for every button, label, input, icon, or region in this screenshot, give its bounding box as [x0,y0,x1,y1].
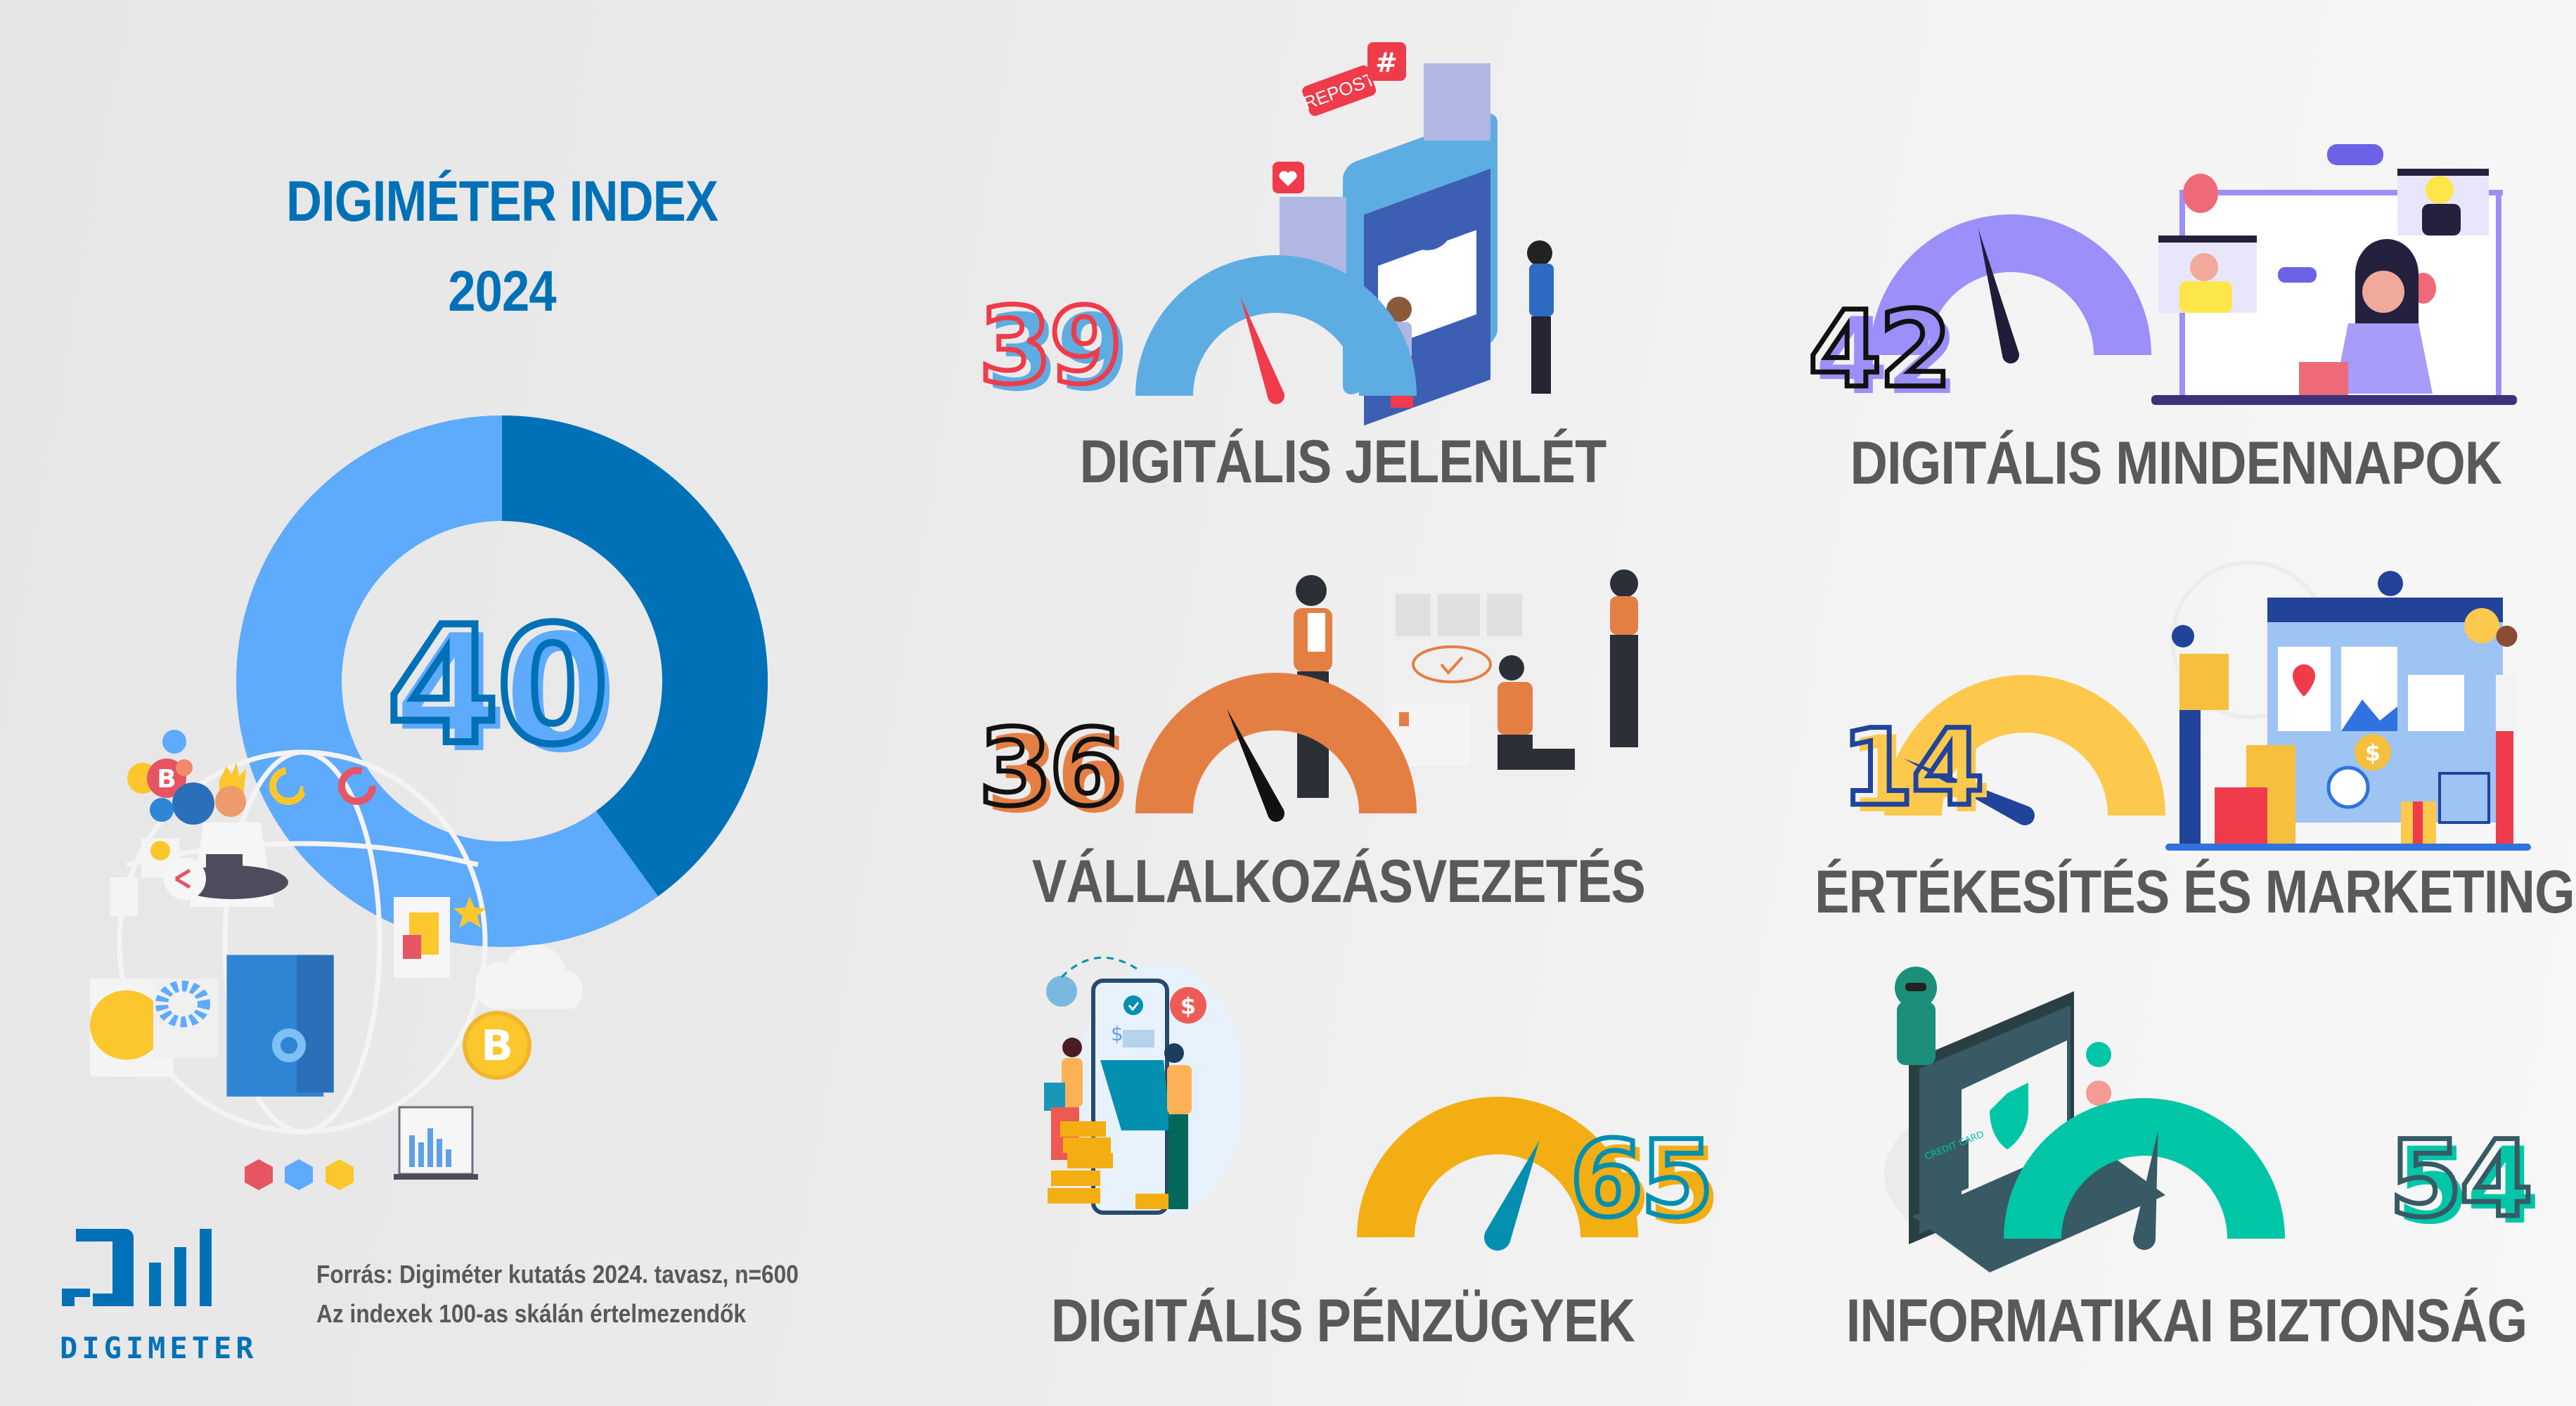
star-icon [453,896,487,928]
gauge-informatikai-biztonsag [2004,1098,2285,1250]
gauge-arc [1135,673,1417,813]
svg-text:$: $ [1111,1022,1123,1045]
digimeter-logo-text: DIGIMETER [60,1331,258,1365]
svg-text:$: $ [1180,993,1196,1019]
warning-icon [2086,1042,2111,1067]
value-digitalis-jelenlet: 39 39 [977,285,1130,415]
page-title: DIGIMÉTER INDEX [285,169,719,233]
value-digitalis-mindennapok: 42 42 [1806,289,1959,418]
category-ertekesites-es-marketing: $ 14 14 ÉRTÉKESÍTÉS ÉS MARKETING [1793,560,2576,984]
gauge-digitalis-penzugyek [1357,1097,1638,1251]
gauge-needle-icon [1484,1140,1540,1251]
heart-icon [1279,171,1297,186]
value-digitalis-penzugyek: 65 65 [1568,1118,1721,1248]
category-digitalis-jelenlet: REPOST # 39 39 DIGITÁLIS JELENLÉT [970,21,1673,513]
gauge-arc [1870,214,2151,355]
gauge-needle-icon [2133,1130,2158,1250]
gauge-arc [1135,255,1417,396]
label-ertekesites-es-marketing: ÉRTÉKESÍTÉS ÉS MARKETING [1815,858,2575,926]
gauge-vallalkozasvezetes [1135,673,1417,822]
svg-text:B: B [157,765,176,794]
video-call-illustration [2151,144,2517,405]
label-informatikai-biztonsag: INFORMATIKAI BIZTONSÁG [1846,1287,2527,1355]
gauge-arc [1357,1097,1638,1237]
check-badge-icon [1123,995,1143,1015]
bitcoin-coin-icon [463,1011,532,1080]
label-digitalis-jelenlet: DIGITÁLIS JELENLÉT [1079,428,1607,496]
value-informatikai-biztonsag: 54 54 [2387,1118,2540,1248]
digimeter-logo: DIGIMETER [60,1229,273,1384]
gauge-needle-icon [1978,228,2019,363]
check-icon [1440,656,1464,676]
gauge-needle-icon [1904,759,2035,825]
finance-app-illustration: $ $ [1044,956,1244,1216]
share-icon [174,868,191,889]
shield-icon [1990,1083,2028,1149]
digimeter-logo-icon [62,1229,212,1306]
category-digitalis-mindennapok: 42 42 DIGITÁLIS MINDENNAPOK [1800,105,2573,527]
category-digitalis-penzugyek: $ $ 65 65 DIGITÁLIS PÉNZÜGYEK [1041,949,1744,1385]
ecommerce-illustration: $ [2165,560,2531,851]
arrow-up-icon [1046,976,1077,1007]
gauge-digitalis-mindennapok [1870,214,2151,363]
error-icon [2086,1081,2111,1106]
source-note: Forrás: Digiméter kutatás 2024. tavasz, … [316,1260,799,1289]
svg-text:B: B [481,1021,513,1071]
cart-icon [2438,772,2490,824]
main-index-value: 40 40 [383,593,617,789]
category-informatikai-biztonsag: CREDIT CARD 54 54 INFORMATIKAI BIZTONSÁG [1800,963,2576,1385]
gauge-needle-icon [1226,708,1284,822]
gauge-needle-icon [1240,296,1284,404]
label-digitalis-penzugyek: DIGITÁLIS PÉNZÜGYEK [1050,1287,1635,1355]
label-vallalkozasvezetes: VÁLLALKOZÁSVEZETÉS [1031,848,1646,915]
main-index-donut [236,415,768,947]
location-pin-icon [2293,664,2315,697]
gauge-ertekesites-es-marketing [1884,675,2165,825]
svg-text:$: $ [2365,740,2381,766]
star-badge-icon [2378,571,2403,596]
cloud-icon [475,944,584,1009]
tech-illustration: B [70,730,598,1190]
gauge-arc [2004,1098,2285,1239]
value-ertekesites-es-marketing: 14 14 [1838,707,1992,837]
gauge-digitalis-jelenlet [1135,255,1417,404]
label-digitalis-mindennapok: DIGITÁLIS MINDENNAPOK [1850,430,2503,497]
donut-filled-arc [236,415,768,947]
page-year: 2024 [448,259,556,323]
gauge-arc [1884,675,2165,815]
category-vallalkozasvezetes: 36 36 VÁLLALKOZÁSVEZETÉS [970,569,1673,970]
clock-icon [2326,766,2370,809]
scale-note: Az indexek 100-as skálán értelmezendők [316,1299,747,1328]
hashtag-icon: # [1375,47,1398,78]
value-vallalkozasvezetes: 36 36 [977,707,1130,837]
